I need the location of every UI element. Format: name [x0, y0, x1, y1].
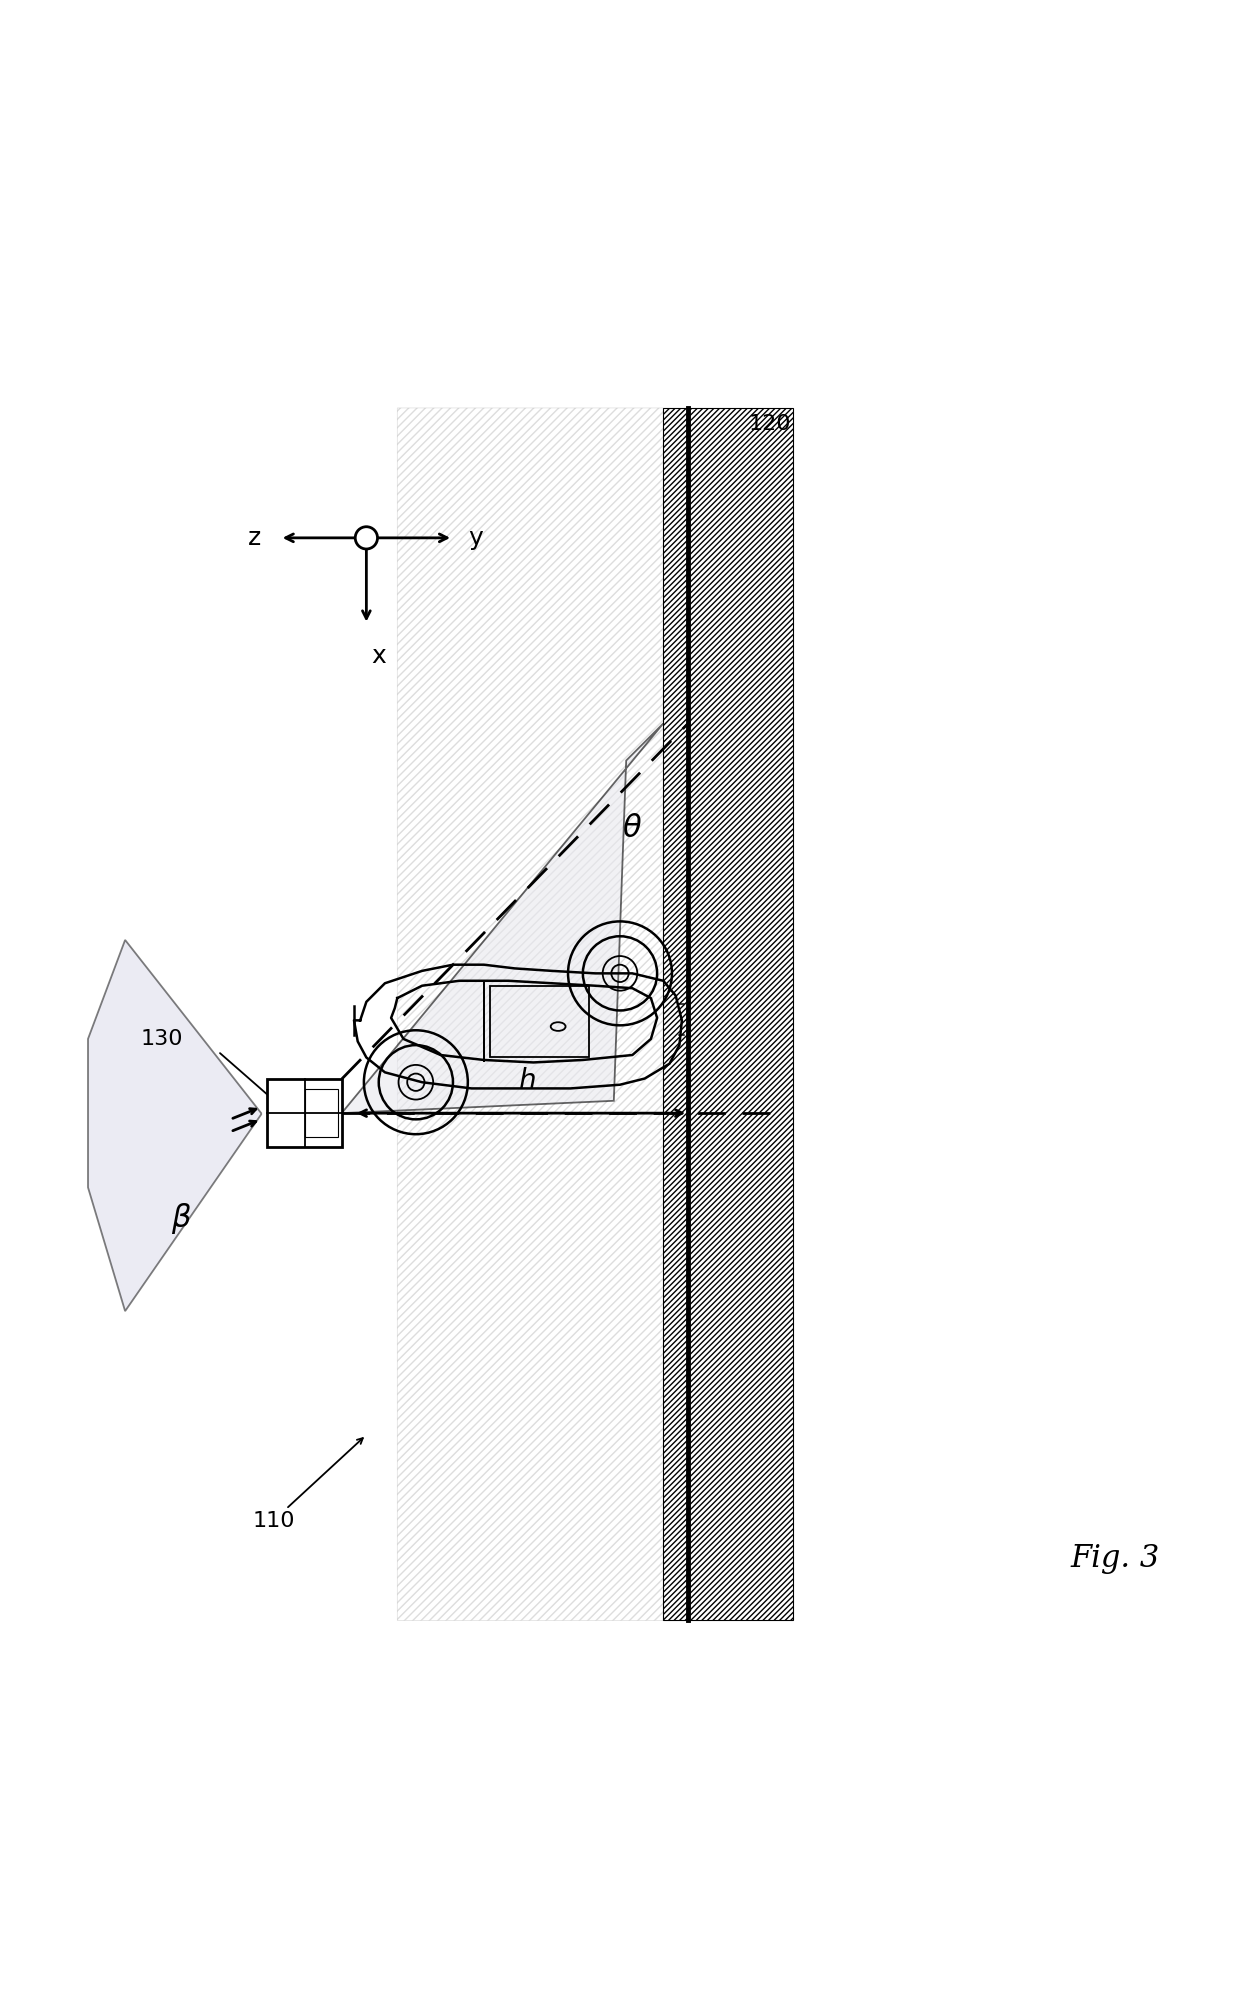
Text: h: h [518, 1066, 536, 1095]
Text: z: z [248, 526, 262, 550]
Text: 120: 120 [748, 413, 791, 433]
Polygon shape [342, 724, 663, 1113]
Text: $\beta$: $\beta$ [171, 1202, 191, 1236]
Polygon shape [88, 939, 262, 1310]
Text: y: y [467, 526, 482, 550]
Text: Fig. 3: Fig. 3 [1070, 1542, 1159, 1574]
Polygon shape [663, 407, 794, 1621]
Text: 110: 110 [252, 1512, 295, 1532]
Text: 130: 130 [141, 1028, 184, 1048]
Text: $\theta$: $\theta$ [622, 814, 642, 843]
FancyBboxPatch shape [268, 1079, 342, 1147]
Circle shape [355, 526, 377, 548]
Text: x: x [371, 645, 386, 667]
Polygon shape [397, 407, 688, 1621]
